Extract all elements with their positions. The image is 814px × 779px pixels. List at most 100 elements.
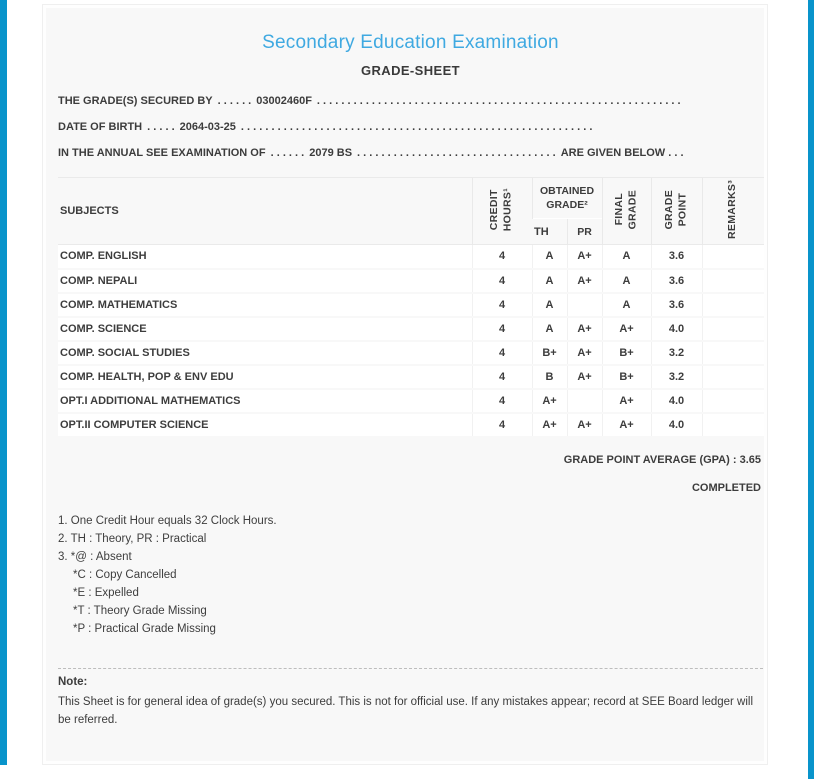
dots: . . . . . . . . . . . . . . . . . . . . … [316, 95, 681, 107]
column-header-th: TH [532, 218, 567, 245]
remarks-cell [701, 316, 764, 342]
note-label: Note: [58, 675, 88, 688]
pr-grade-cell: A+ [566, 364, 602, 390]
gpa-value: 3.65 [739, 453, 761, 466]
subject-cell: COMP. SCIENCE [58, 316, 472, 342]
th-grade-cell: A [531, 292, 567, 318]
th-grade-cell: A [531, 268, 567, 294]
footnote-credit-hour: 1. One Credit Hour equals 32 Clock Hours… [58, 514, 277, 527]
th-grade-cell: A+ [531, 388, 567, 414]
grade-point-cell: 3.6 [650, 292, 702, 318]
credit-hours-cell: 4 [471, 292, 532, 318]
column-header-credit-hours: CREDIT HOURS¹ [471, 177, 532, 245]
final-grade-cell: A [601, 292, 651, 318]
credit-hours-cell: 4 [471, 412, 532, 438]
remarks-cell [701, 268, 764, 294]
remarks-cell [701, 244, 764, 270]
table-row: COMP. HEALTH, POP & ENV EDU 4 B A+ B+ 3.… [58, 364, 764, 390]
dashed-divider [58, 667, 763, 669]
remarks-cell [701, 340, 764, 366]
footnote-absent: 3. *@ : Absent [58, 550, 132, 563]
credit-hours-cell: 4 [471, 244, 532, 270]
th-grade-cell: B [531, 364, 567, 390]
table-row: COMP. SOCIAL STUDIES 4 B+ A+ B+ 3.2 [58, 340, 764, 366]
pr-grade-cell: A+ [566, 268, 602, 294]
note-text: This Sheet is for general idea of grade(… [58, 695, 754, 726]
final-grade-cell: A+ [601, 388, 651, 414]
remarks-cell [701, 412, 764, 438]
gpa-label: GRADE POINT AVERAGE (GPA) : [563, 453, 737, 466]
pr-grade-cell [566, 292, 602, 318]
credit-hours-cell: 4 [471, 316, 532, 342]
footnote-expelled: *E : Expelled [73, 586, 139, 599]
final-grade-cell: A+ [601, 316, 651, 342]
subject-cell: COMP. NEPALI [58, 268, 472, 294]
table-row: COMP. MATHEMATICS 4 A A 3.6 [58, 292, 764, 318]
pr-grade-cell [566, 388, 602, 414]
grade-point-cell: 3.2 [650, 340, 702, 366]
dots: . . . . . . [270, 147, 305, 159]
table-row: OPT.II COMPUTER SCIENCE 4 A+ A+ A+ 4.0 [58, 412, 764, 438]
symbol-number-value: 03002460F [256, 95, 312, 107]
are-given-below-text: ARE GIVEN BELOW . . . [560, 147, 684, 159]
credit-hours-cell: 4 [471, 268, 532, 294]
left-border-bar [0, 0, 7, 765]
subject-cell: COMP. MATHEMATICS [58, 292, 472, 318]
scrollbar[interactable] [808, 0, 814, 779]
footnote-theory-missing: *T : Theory Grade Missing [73, 604, 207, 617]
final-grade-vertical-label: FINAL GRADE [612, 189, 639, 230]
completion-status: COMPLETED [691, 481, 761, 494]
final-grade-cell: B+ [601, 364, 651, 390]
grade-point-cell: 3.6 [650, 268, 702, 294]
final-grade-cell: A [601, 268, 651, 294]
dots: . . . . . . . . . . . . . . . . . . . . … [357, 147, 556, 159]
credit-hours-cell: 4 [471, 364, 532, 390]
credit-hours-cell: 4 [471, 340, 532, 366]
grades-secured-label: THE GRADE(S) SECURED BY [58, 95, 213, 107]
grade-point-cell: 3.6 [650, 244, 702, 270]
final-grade-cell: A [601, 244, 651, 270]
column-header-final-grade: FINAL GRADE [601, 177, 651, 245]
grade-point-cell: 4.0 [650, 316, 702, 342]
footnote-practical-missing: *P : Practical Grade Missing [73, 622, 216, 635]
grade-point-cell: 4.0 [650, 388, 702, 414]
pr-grade-cell: A+ [566, 316, 602, 342]
remarks-cell [701, 292, 764, 318]
table-row: OPT.I ADDITIONAL MATHEMATICS 4 A+ A+ 4.0 [58, 388, 764, 414]
footnote-copy-cancelled: *C : Copy Cancelled [73, 568, 177, 581]
remarks-cell [701, 388, 764, 414]
th-grade-cell: B+ [531, 340, 567, 366]
pr-grade-cell: A+ [566, 340, 602, 366]
grade-point-cell: 4.0 [650, 412, 702, 438]
column-header-remarks: REMARKS³ [701, 177, 764, 245]
grade-sheet-card: Secondary Education Examination GRADE-SH… [42, 4, 768, 765]
info-line-date-of-birth: DATE OF BIRTH . . . . . 2064-03-25 . . . . … [58, 121, 763, 134]
subject-cell: OPT.II COMPUTER SCIENCE [58, 412, 472, 438]
date-of-birth-label: DATE OF BIRTH [58, 121, 143, 133]
remarks-cell [701, 364, 764, 390]
dots: . . . . . . [217, 95, 252, 107]
credit-hours-cell: 4 [471, 388, 532, 414]
page-subtitle: GRADE-SHEET [360, 63, 461, 78]
table-row: COMP. ENGLISH 4 A A+ A 3.6 [58, 244, 764, 270]
dots: . . . . . [147, 121, 175, 133]
dots: . . . . . . . . . . . . . . . . . . . . … [240, 121, 593, 133]
footnote-th-pr: 2. TH : Theory, PR : Practical [58, 532, 207, 545]
grade-point-cell: 3.2 [650, 364, 702, 390]
footnotes: 1. One Credit Hour equals 32 Clock Hours… [58, 512, 763, 638]
subject-cell: OPT.I ADDITIONAL MATHEMATICS [58, 388, 472, 414]
th-grade-cell: A [531, 244, 567, 270]
subject-cell: COMP. SOCIAL STUDIES [58, 340, 472, 366]
th-grade-cell: A+ [531, 412, 567, 438]
examination-year-value: 2079 BS [309, 147, 353, 159]
column-header-obtained-grade: OBTAINED GRADE² [531, 177, 602, 219]
subject-cell: COMP. ENGLISH [58, 244, 472, 270]
pr-grade-cell: A+ [566, 412, 602, 438]
page-title: Secondary Education Examination [262, 32, 559, 53]
final-grade-cell: A+ [601, 412, 651, 438]
info-line-grades-secured: THE GRADE(S) SECURED BY . . . . . . 030024… [58, 95, 763, 108]
table-row: COMP. NEPALI 4 A A+ A 3.6 [58, 268, 764, 294]
obtained-grade-label: OBTAINED GRADE² [539, 184, 595, 211]
credit-hours-vertical-label: CREDIT HOURS¹ [488, 187, 514, 232]
